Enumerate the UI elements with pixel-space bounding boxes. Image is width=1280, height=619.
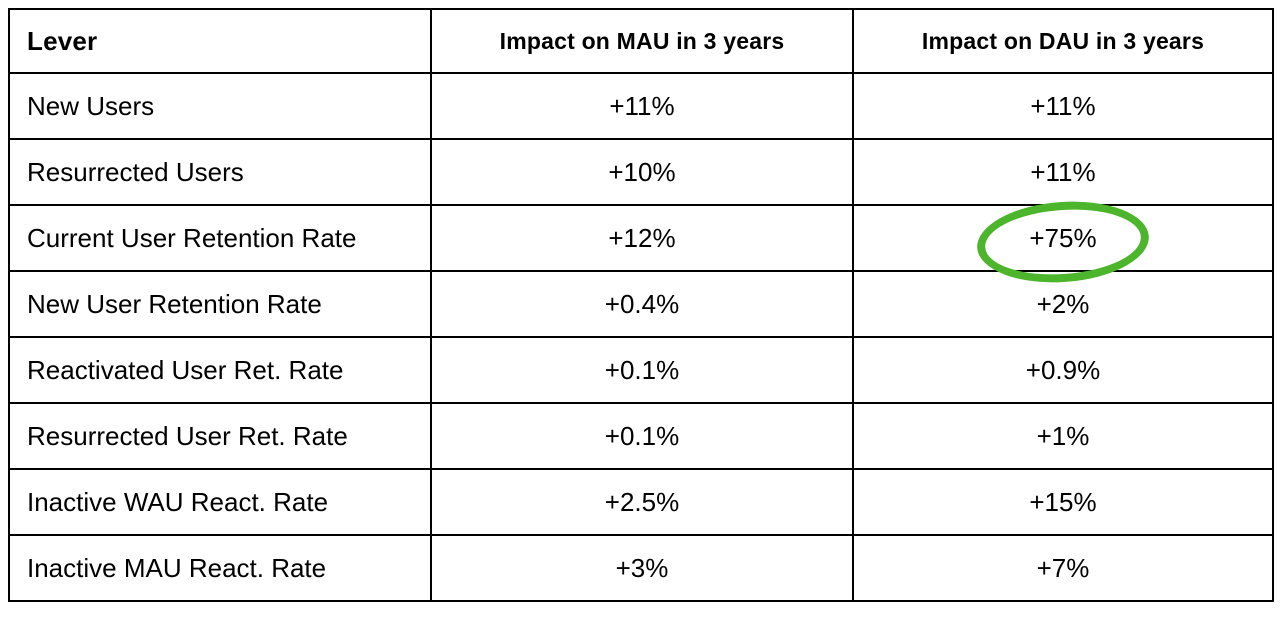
lever-cell: Reactivated User Ret. Rate <box>8 336 432 404</box>
lever-cell: Current User Retention Rate <box>8 204 432 272</box>
dau-value-cell: +1% <box>852 402 1274 470</box>
column-header-dau-impact: Impact on DAU in 3 years <box>852 8 1274 74</box>
table-row: Inactive WAU React. Rate +2.5% +15% <box>8 468 1274 536</box>
lever-cell: Resurrected User Ret. Rate <box>8 402 432 470</box>
mau-value-cell: +0.1% <box>430 336 854 404</box>
mau-value-cell: +0.4% <box>430 270 854 338</box>
table-row: Resurrected Users +10% +11% <box>8 138 1274 206</box>
header-row: Lever Impact on MAU in 3 years Impact on… <box>8 8 1274 74</box>
dau-value-cell: +15% <box>852 468 1274 536</box>
mau-value-cell: +12% <box>430 204 854 272</box>
dau-value-cell: +7% <box>852 534 1274 602</box>
mau-value-cell: +10% <box>430 138 854 206</box>
mau-value-cell: +11% <box>430 72 854 140</box>
lever-cell: Inactive WAU React. Rate <box>8 468 432 536</box>
dau-value-cell-highlighted: +75% <box>852 196 1274 288</box>
column-header-mau-impact: Impact on MAU in 3 years <box>430 8 854 74</box>
table-row: Reactivated User Ret. Rate +0.1% +0.9% <box>8 336 1274 404</box>
mau-value-cell: +3% <box>430 534 854 602</box>
dau-value-cell: +2% <box>852 270 1274 338</box>
impact-table: Lever Impact on MAU in 3 years Impact on… <box>8 8 1274 602</box>
column-header-lever: Lever <box>8 8 432 74</box>
dau-value-cell: +11% <box>852 72 1274 140</box>
dau-value-cell: +0.9% <box>852 336 1274 404</box>
impact-table-figure: Lever Impact on MAU in 3 years Impact on… <box>8 8 1274 602</box>
table-row: Resurrected User Ret. Rate +0.1% +1% <box>8 402 1274 470</box>
dau-value-cell: +11% <box>852 138 1274 206</box>
lever-cell: Resurrected Users <box>8 138 432 206</box>
table-row: New Users +11% +11% <box>8 72 1274 140</box>
mau-value-cell: +2.5% <box>430 468 854 536</box>
lever-cell: New Users <box>8 72 432 140</box>
mau-value-cell: +0.1% <box>430 402 854 470</box>
table-row: Inactive MAU React. Rate +3% +7% <box>8 534 1274 602</box>
lever-cell: New User Retention Rate <box>8 270 432 338</box>
table-row: Current User Retention Rate +12% +75% <box>8 196 1274 288</box>
table-row: New User Retention Rate +0.4% +2% <box>8 270 1274 338</box>
lever-cell: Inactive MAU React. Rate <box>8 534 432 602</box>
highlighted-value: +75% <box>1029 222 1097 253</box>
